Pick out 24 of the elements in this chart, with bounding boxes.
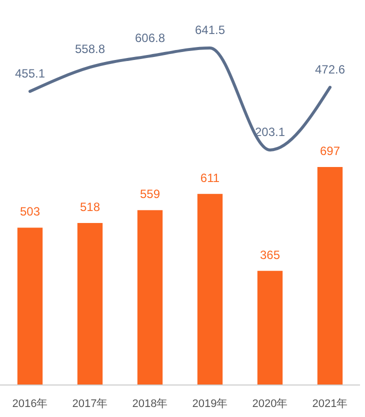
x-tick-label: 2019年 (192, 398, 228, 410)
x-tick-label: 2018年 (132, 398, 168, 410)
bar (17, 228, 43, 385)
data-label: 203.1 (254, 125, 286, 139)
data-label: 606.8 (134, 31, 166, 46)
bar (77, 222, 103, 385)
x-tick-label: 2016年 (12, 398, 48, 410)
x-tick-label: 2020年 (252, 398, 288, 410)
data-label: 455.1 (14, 66, 46, 80)
data-label: 559 (140, 187, 160, 202)
bar (257, 270, 283, 385)
bar (317, 167, 343, 385)
x-tick-label: 2021年 (312, 398, 348, 410)
x-tick-label: 2017年 (72, 398, 108, 410)
data-label: 518 (80, 200, 100, 214)
bar (137, 210, 163, 385)
bar (197, 194, 223, 385)
data-label: 641.5 (194, 23, 226, 37)
data-label: 611 (200, 170, 220, 185)
data-label: 558.8 (74, 42, 106, 56)
data-label: 503 (20, 204, 40, 219)
data-label: 697 (320, 144, 340, 158)
data-label: 472.6 (314, 62, 346, 76)
data-label: 365 (260, 248, 280, 262)
